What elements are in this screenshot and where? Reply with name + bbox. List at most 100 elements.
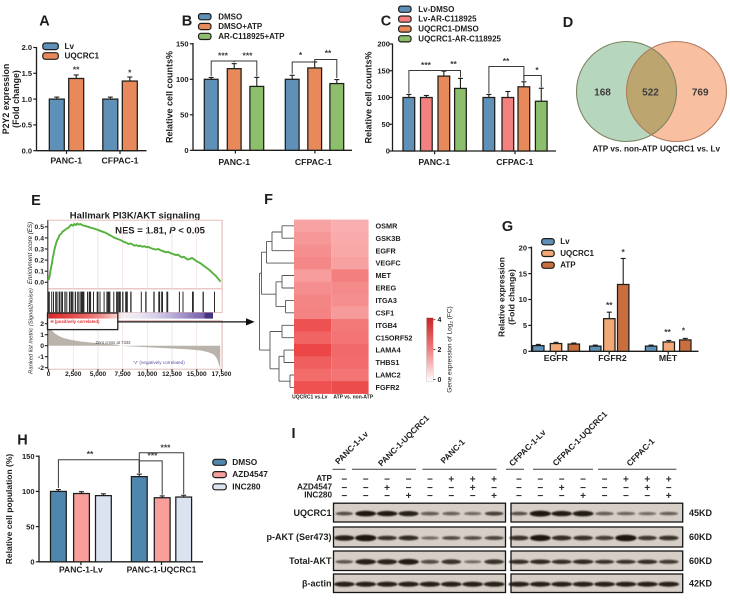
- svg-text:+: +: [491, 491, 497, 502]
- svg-text:UQCRC1-DMSO: UQCRC1-DMSO: [418, 25, 478, 34]
- svg-text:0.5: 0.5: [35, 224, 45, 231]
- svg-text:C: C: [381, 14, 392, 30]
- svg-text:*: *: [535, 65, 539, 75]
- svg-text:Ranked list metric (Signal2Noi: Ranked list metric (Signal2Noise): [29, 288, 35, 374]
- svg-text:−: −: [580, 474, 586, 485]
- svg-text:0: 0: [30, 558, 34, 567]
- svg-text:−: −: [341, 474, 347, 485]
- svg-text:PANC-1-UQCRC1: PANC-1-UQCRC1: [127, 565, 197, 575]
- svg-text:**: **: [73, 65, 80, 75]
- svg-text:Lv-AR-C118925: Lv-AR-C118925: [418, 15, 477, 24]
- svg-text:CFPAC-1: CFPAC-1: [295, 157, 332, 167]
- svg-text:−: −: [363, 474, 369, 485]
- svg-text:+: +: [470, 483, 476, 494]
- svg-text:522: 522: [642, 88, 659, 99]
- svg-text:0: 0: [438, 377, 442, 384]
- svg-text:UQCRC1: UQCRC1: [293, 508, 331, 518]
- svg-text:0.1: 0.1: [35, 269, 45, 276]
- svg-text:+: +: [559, 483, 565, 494]
- svg-text:168: 168: [594, 88, 611, 99]
- svg-text:2,500: 2,500: [65, 371, 82, 378]
- svg-text:20: 20: [519, 243, 527, 252]
- svg-text:−: −: [666, 483, 672, 494]
- svg-text:−: −: [623, 491, 629, 502]
- svg-text:−: −: [470, 491, 476, 502]
- svg-text:ITGB4: ITGB4: [376, 321, 398, 330]
- svg-text:+: +: [580, 491, 586, 502]
- svg-text:***: ***: [218, 51, 229, 61]
- svg-text:INC280: INC280: [232, 481, 261, 491]
- svg-text:−: −: [516, 474, 522, 485]
- svg-text:**: **: [503, 56, 510, 66]
- svg-text:+: +: [644, 474, 650, 485]
- svg-text:−: −: [427, 491, 433, 502]
- svg-text:0.4: 0.4: [35, 235, 45, 242]
- svg-text:UQCRC1 vs. Lv: UQCRC1 vs. Lv: [660, 145, 721, 154]
- svg-text:−: −: [602, 483, 608, 494]
- svg-text:UQCRC1-AR-C118925: UQCRC1-AR-C118925: [418, 34, 501, 43]
- svg-text:**: **: [664, 327, 671, 337]
- svg-text:+: +: [644, 483, 650, 494]
- svg-text:MET: MET: [376, 271, 392, 280]
- svg-text:−: −: [602, 474, 608, 485]
- svg-text:100: 100: [22, 487, 35, 496]
- svg-text:+: +: [470, 474, 476, 485]
- svg-text:10: 10: [519, 295, 527, 304]
- svg-text:PANC-1-Lv: PANC-1-Lv: [59, 565, 103, 575]
- svg-text:PANC-1: PANC-1: [418, 157, 450, 167]
- svg-text:AR-C118925+ATP: AR-C118925+ATP: [218, 32, 285, 41]
- svg-text:12,500: 12,500: [162, 371, 182, 378]
- svg-text:D: D: [563, 15, 573, 31]
- svg-text:−: −: [406, 483, 412, 494]
- svg-text:CSF1: CSF1: [376, 308, 395, 317]
- svg-text:EGFR: EGFR: [544, 353, 569, 363]
- svg-text:−: −: [623, 483, 629, 494]
- svg-text:−: −: [559, 491, 565, 502]
- svg-text:AZD4547: AZD4547: [297, 482, 332, 491]
- svg-text:**: **: [325, 48, 332, 58]
- svg-text:−: −: [516, 483, 522, 494]
- svg-text:Hallmark PI3K/AKT signaling: Hallmark PI3K/AKT signaling: [70, 211, 201, 222]
- svg-text:ATP vs. non-ATP: ATP vs. non-ATP: [333, 394, 373, 400]
- svg-text:VEGFC: VEGFC: [376, 259, 402, 268]
- svg-text:F: F: [264, 192, 273, 208]
- svg-text:60KD: 60KD: [689, 532, 713, 542]
- svg-text:0: 0: [386, 147, 390, 156]
- svg-text:OSMR: OSMR: [376, 221, 399, 230]
- svg-text:(Fold change): (Fold change): [507, 269, 517, 325]
- svg-text:MET: MET: [659, 353, 678, 363]
- svg-text:UQCRC1: UQCRC1: [65, 52, 100, 61]
- svg-text:**: **: [450, 59, 457, 69]
- svg-text:−: −: [537, 483, 543, 494]
- svg-text:UQCRC1 vs.Lv: UQCRC1 vs.Lv: [292, 394, 328, 400]
- svg-text:−: −: [363, 491, 369, 502]
- svg-text:ATP vs. non-ATP: ATP vs. non-ATP: [592, 145, 658, 154]
- svg-text:ITGA3: ITGA3: [376, 296, 398, 305]
- svg-text:1.5: 1.5: [22, 69, 32, 78]
- svg-text:5,000: 5,000: [90, 371, 107, 378]
- svg-text:+: +: [666, 474, 672, 485]
- svg-text:0.3: 0.3: [35, 246, 45, 253]
- svg-text:Enrichment score (ES): Enrichment score (ES): [27, 222, 34, 284]
- svg-text:−: −: [491, 483, 497, 494]
- svg-text:+: +: [666, 491, 672, 502]
- svg-text:-1: -1: [38, 354, 44, 361]
- svg-text:LAMC2: LAMC2: [376, 371, 401, 380]
- svg-text:+: +: [491, 474, 497, 485]
- svg-text:15,000: 15,000: [187, 371, 207, 378]
- svg-text:Lv-DMSO: Lv-DMSO: [418, 5, 454, 14]
- svg-text:Relative cell population (%): Relative cell population (%): [4, 454, 14, 565]
- svg-text:−: −: [363, 483, 369, 494]
- svg-text:'V' (negatively correlated): 'V' (negatively correlated): [133, 360, 185, 365]
- svg-text:0.2: 0.2: [35, 258, 45, 265]
- svg-text:150: 150: [176, 40, 189, 49]
- svg-text:150: 150: [377, 66, 390, 75]
- svg-text:0: 0: [47, 371, 51, 378]
- svg-text:+: +: [448, 474, 454, 485]
- svg-text:DMSO: DMSO: [232, 457, 257, 467]
- svg-text:CFPAC-1: CFPAC-1: [496, 157, 533, 167]
- svg-text:***: ***: [421, 60, 432, 70]
- svg-text:*: *: [622, 247, 626, 257]
- svg-text:−: −: [448, 483, 454, 494]
- svg-text:150: 150: [22, 452, 35, 461]
